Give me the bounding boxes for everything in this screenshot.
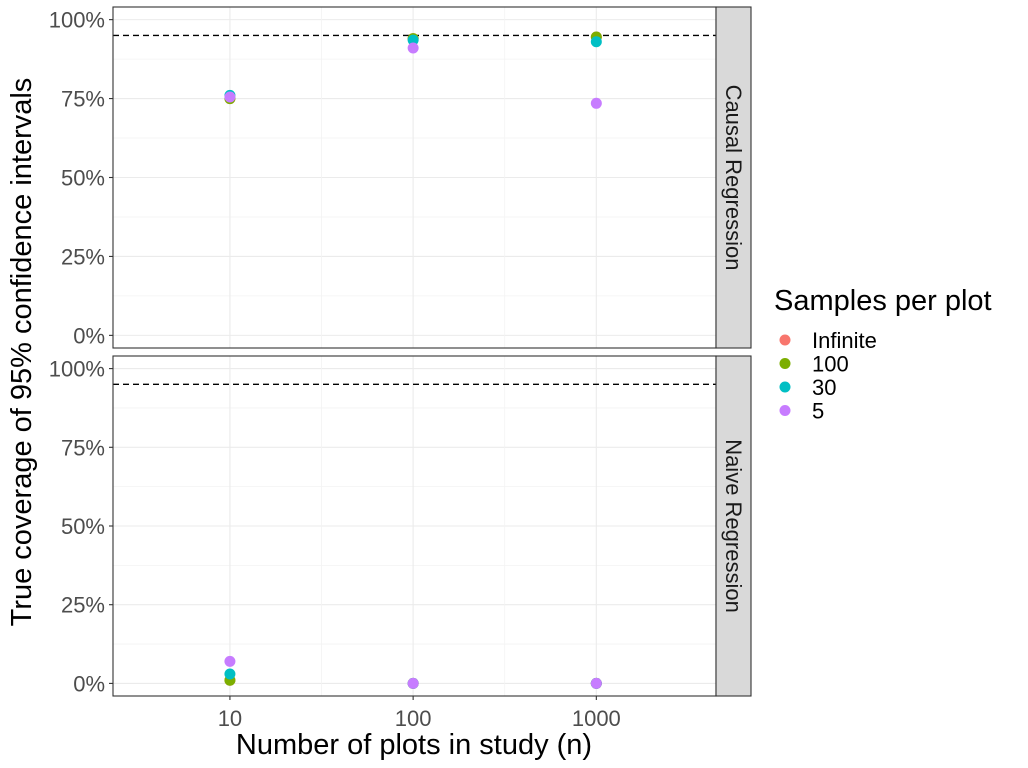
point-30 [224,668,236,680]
legend-key [779,381,791,393]
y-axis-title: True coverage of 95% confidence interval… [6,78,38,627]
y-tick-label: 75% [61,87,105,112]
legend-label: Infinite [812,328,877,353]
point-30 [407,34,419,46]
y-tick-label: 25% [61,593,105,618]
legend-label: 5 [812,399,824,424]
legend-label: 100 [812,352,849,377]
y-tick-label: 50% [61,166,105,191]
x-axis-title: Number of plots in study (n) [236,729,592,761]
legend-item-100: 100 [779,352,849,377]
facet-strip-bg [715,355,752,697]
y-tick-label: 0% [73,671,105,696]
y-tick-label: 0% [73,323,105,348]
legend-key [779,405,791,416]
x-tick-label: 100 [395,706,432,731]
x-axis: 10 100 1000 [218,696,621,731]
point-5 [590,677,602,689]
panel-causal-regression: 0% 25% 50% 75% 100% Causal Regression [49,6,752,349]
point-30 [590,36,602,48]
x-tick-label: 10 [218,706,242,731]
panels-layer: 0% 25% 50% 75% 100% Causal Regression 0% 25% 50%… [49,6,752,697]
point-5 [224,91,236,103]
legend-item-5: 5 [779,399,824,424]
point-5 [407,42,419,54]
y-tick-label: 100% [49,357,105,382]
legend-item-30: 30 [779,375,836,400]
legend-label: 30 [812,375,836,400]
facet-strip-bg [715,6,752,349]
point-5 [590,97,602,109]
y-tick-label: 25% [61,244,105,269]
facet-label: Causal Regression [721,85,746,271]
panel-naive-regression: 0% 25% 50% 75% 100% Naive Regression [49,355,752,697]
y-tick-label: 75% [61,435,105,460]
facet-strip: Causal Regression [715,6,752,349]
facet-label: Naive Regression [721,439,746,613]
point-5 [407,677,419,689]
y-tick-label: 50% [61,514,105,539]
legend-item-infinite: Infinite [779,328,877,353]
legend-key [779,334,791,346]
facet-strip: Naive Regression [715,355,752,697]
x-tick-label: 1000 [572,706,621,731]
y-tick-label: 100% [49,8,105,33]
legend-key [779,358,791,369]
point-5 [224,655,236,667]
legend-title: Samples per plot [774,285,992,317]
